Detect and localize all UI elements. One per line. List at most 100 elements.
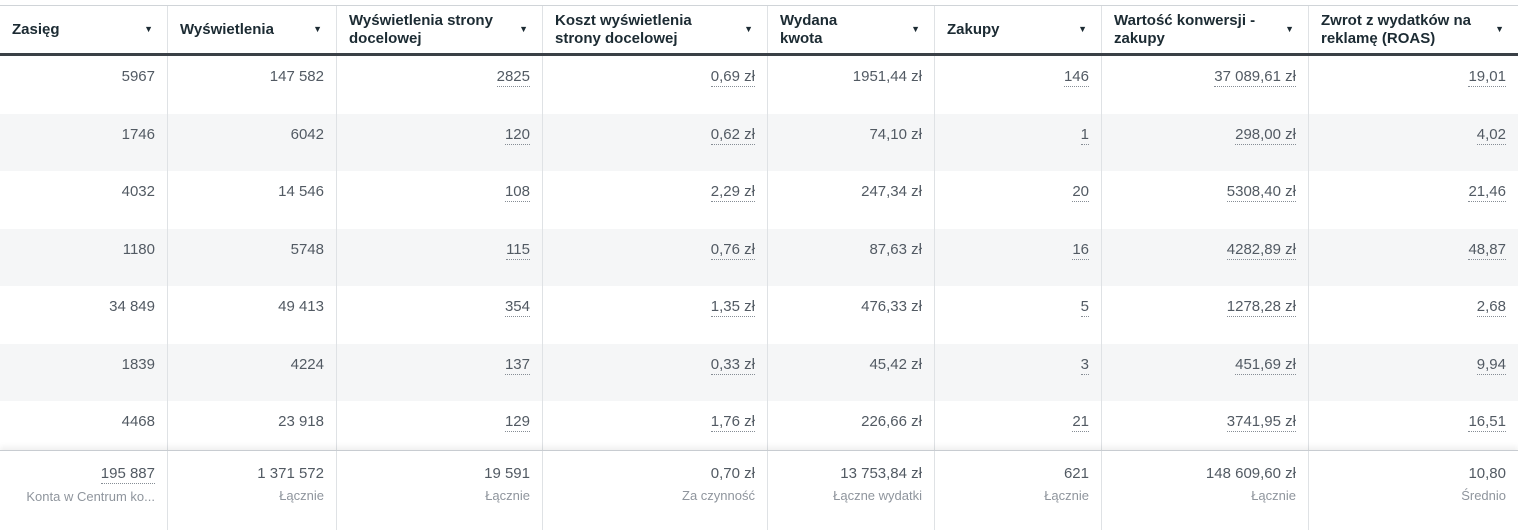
totals-value: 621 xyxy=(1063,465,1089,482)
metric-value: 1746 xyxy=(121,125,155,143)
metric-value-tooltip[interactable]: 37 089,61 zł xyxy=(1214,68,1296,87)
table-cell-wyswietlenia: 49 413 xyxy=(168,286,337,344)
table-cell-roas: 16,51 xyxy=(1309,401,1518,459)
metric-value: 1180 xyxy=(122,240,155,258)
metric-value-tooltip[interactable]: 3741,95 zł xyxy=(1226,413,1296,432)
caret-down-icon[interactable]: ▼ xyxy=(744,24,753,34)
table-cell-koszt-wyswietlenia-strony-docelowej: 1,35 zł xyxy=(543,286,768,344)
column-header-wyswietlenia[interactable]: Wyświetlenia ▼ xyxy=(168,6,337,53)
metric-value: 5967 xyxy=(121,68,155,85)
table-cell-wyswietlenia-strony-docelowej: 108 xyxy=(337,171,543,229)
caret-down-icon[interactable]: ▼ xyxy=(911,24,920,34)
metric-value-tooltip[interactable]: 1 xyxy=(1080,125,1089,145)
metric-value-tooltip[interactable]: 108 xyxy=(504,183,530,202)
metric-value-tooltip[interactable]: 0,62 zł xyxy=(710,125,755,145)
metric-value: 147 582 xyxy=(269,68,324,85)
metric-value-tooltip[interactable]: 21,46 xyxy=(1468,183,1506,202)
metric-value: 1839 xyxy=(121,355,155,373)
table-cell-zasieg: 1839 xyxy=(0,343,168,401)
totals-subtitle: Łącznie xyxy=(485,488,530,503)
metric-value-tooltip[interactable]: 1,76 zł xyxy=(710,413,755,432)
totals-subtitle: Łącznie xyxy=(279,488,324,503)
column-header-wydana-kwota[interactable]: Wydana kwota ▼ xyxy=(768,6,935,53)
table-cell-wyswietlenia: 23 918 xyxy=(168,401,337,459)
metric-value-tooltip[interactable]: 146 xyxy=(1063,68,1089,87)
totals-value: 1 371 572 xyxy=(257,465,324,482)
metric-value-tooltip[interactable]: 120 xyxy=(504,125,530,145)
totals-cell-roas: 10,80 Średnio xyxy=(1309,451,1518,530)
caret-down-icon[interactable]: ▼ xyxy=(144,24,153,34)
metric-value-tooltip[interactable]: 2,29 zł xyxy=(710,183,755,202)
metric-value-tooltip[interactable]: 115 xyxy=(506,240,530,260)
metric-value-tooltip[interactable]: 4,02 xyxy=(1476,125,1506,145)
metric-value-tooltip[interactable]: 5 xyxy=(1080,298,1089,317)
table-cell-roas: 9,94 xyxy=(1309,344,1518,402)
table-row: 1180 5748 115 0,76 zł 87,63 zł 16 4282,89 zł 48… xyxy=(0,228,1518,286)
column-header-koszt-wyswietlenia-strony-docelowej[interactable]: Koszt wyświetlenia strony docelowej ▼ xyxy=(543,6,768,53)
metric-value-tooltip[interactable]: 2825 xyxy=(496,68,530,87)
table-row: 4468 23 918 129 1,76 zł 226,66 zł 21 3741,95 z… xyxy=(0,401,1518,459)
metric-value-tooltip[interactable]: 451,69 zł xyxy=(1235,355,1296,375)
column-header-zasieg[interactable]: Zasięg ▼ xyxy=(0,6,168,53)
metric-value-tooltip[interactable]: 0,76 zł xyxy=(710,240,755,260)
table-cell-zasieg: 4032 xyxy=(0,171,168,229)
metric-value-tooltip[interactable]: 16,51 xyxy=(1468,413,1506,432)
caret-down-icon[interactable]: ▼ xyxy=(1078,24,1087,34)
metric-value: 4224 xyxy=(290,355,324,373)
metric-value-tooltip[interactable]: 9,94 xyxy=(1476,355,1506,375)
metric-value-tooltip[interactable]: 129 xyxy=(504,413,530,432)
column-header-wyswietlenia-strony-docelowej[interactable]: Wyświetlenia strony docelowej ▼ xyxy=(337,6,543,53)
metric-value-tooltip[interactable]: 137 xyxy=(504,355,530,375)
metric-value-tooltip[interactable]: 1278,28 zł xyxy=(1226,298,1296,317)
metric-value: 87,63 zł xyxy=(869,240,922,258)
table-cell-zasieg: 34 849 xyxy=(0,286,168,344)
column-header-zakupy[interactable]: Zakupy ▼ xyxy=(935,6,1102,53)
metric-value-tooltip[interactable]: 21 xyxy=(1072,413,1089,432)
table-cell-zakupy: 16 xyxy=(935,228,1102,286)
table-row: 1839 4224 137 0,33 zł 45,42 zł 3 451,69 zł 9,94 xyxy=(0,343,1518,402)
table-cell-zakupy: 146 xyxy=(935,56,1102,114)
metric-value: 1951,44 zł xyxy=(852,68,922,85)
column-header-wartosc-konwersji-zakupy[interactable]: Wartość konwersji - zakupy ▼ xyxy=(1102,6,1309,53)
totals-subtitle: Konta w Centrum ko... xyxy=(26,489,155,504)
caret-down-icon[interactable]: ▼ xyxy=(519,24,528,34)
totals-subtitle: Łącznie xyxy=(1251,488,1296,503)
metric-value-tooltip[interactable]: 3 xyxy=(1080,355,1089,375)
totals-value-tooltip[interactable]: 195 887 xyxy=(100,465,155,484)
metric-value-tooltip[interactable]: 5308,40 zł xyxy=(1226,183,1296,202)
table-cell-wydana-kwota: 476,33 zł xyxy=(768,286,935,344)
totals-cell-zasieg: 195 887 Konta w Centrum ko... xyxy=(0,451,168,530)
metric-value-tooltip[interactable]: 354 xyxy=(504,298,530,317)
table-cell-zasieg: 1180 xyxy=(0,228,168,286)
metric-value-tooltip[interactable]: 1,35 zł xyxy=(710,298,755,317)
table-totals-row: 195 887 Konta w Centrum ko... 1 371 572 Łąc… xyxy=(0,450,1518,530)
column-header-roas[interactable]: Zwrot z wydatków na reklamę (ROAS) ▼ xyxy=(1309,6,1518,53)
metric-value-tooltip[interactable]: 2,68 xyxy=(1476,298,1506,317)
metric-value-tooltip[interactable]: 0,33 zł xyxy=(710,355,755,375)
metric-value-tooltip[interactable]: 298,00 zł xyxy=(1235,125,1296,145)
table-cell-wyswietlenia-strony-docelowej: 115 xyxy=(337,228,543,286)
column-header-label: Zasięg xyxy=(12,20,60,38)
table-cell-koszt-wyswietlenia-strony-docelowej: 0,69 zł xyxy=(543,56,768,114)
column-header-label: Zwrot z wydatków na reklamę (ROAS) xyxy=(1321,11,1472,47)
metric-value-tooltip[interactable]: 48,87 xyxy=(1468,240,1506,260)
metric-value-tooltip[interactable]: 4282,89 zł xyxy=(1226,240,1296,260)
table-header: Zasięg ▼ Wyświetlenia ▼ Wyświetlenia strony … xyxy=(0,6,1518,56)
table-cell-wartosc-konwersji-zakupy: 5308,40 zł xyxy=(1102,171,1309,229)
metric-value-tooltip[interactable]: 16 xyxy=(1072,240,1089,260)
totals-subtitle: Za czynność xyxy=(682,488,755,503)
caret-down-icon[interactable]: ▼ xyxy=(313,24,322,34)
table-cell-zakupy: 20 xyxy=(935,171,1102,229)
table-cell-koszt-wyswietlenia-strony-docelowej: 0,62 zł xyxy=(543,113,768,171)
caret-down-icon[interactable]: ▼ xyxy=(1285,24,1294,34)
totals-value: 13 753,84 zł xyxy=(840,465,922,482)
metric-value-tooltip[interactable]: 19,01 xyxy=(1468,68,1506,87)
metric-value-tooltip[interactable]: 0,69 zł xyxy=(710,68,755,87)
metric-value-tooltip[interactable]: 20 xyxy=(1072,183,1089,202)
table-cell-koszt-wyswietlenia-strony-docelowej: 0,76 zł xyxy=(543,228,768,286)
caret-down-icon[interactable]: ▼ xyxy=(1495,24,1504,34)
metric-value: 226,66 zł xyxy=(861,413,922,430)
metric-value: 4468 xyxy=(121,413,155,430)
table-cell-wydana-kwota: 247,34 zł xyxy=(768,171,935,229)
